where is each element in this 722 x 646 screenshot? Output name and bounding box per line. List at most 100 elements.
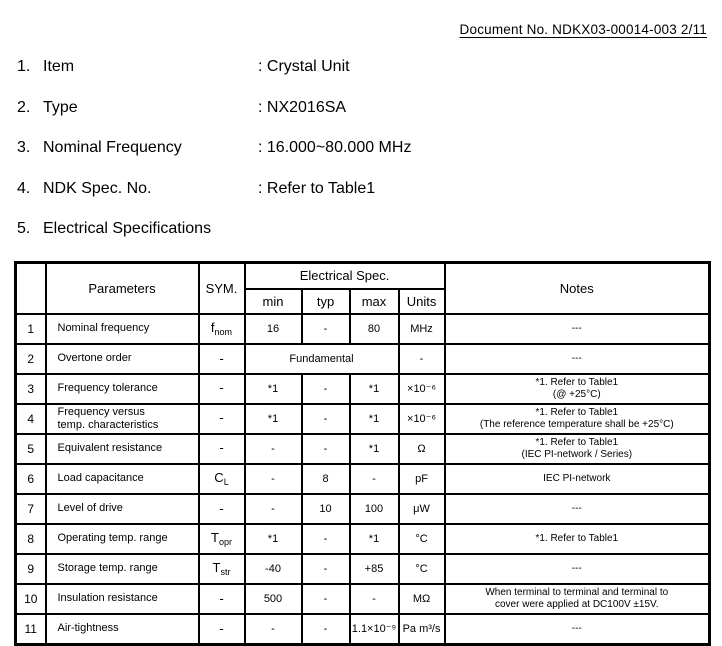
table-row: 2 Overtone order - Fundamental - --- [14,342,711,375]
symbol-cell: Topr [197,522,246,555]
item-label: Item [43,58,75,75]
max-cell: +85 [349,552,400,585]
row-number-cell: 11 [14,612,47,645]
table-row: 11 Air-tightness - - - 1.1×10⁻⁹ Pa m³/s … [14,612,711,645]
notes-cell: *1. Refer to Table1 (@ +25°C) [443,372,711,405]
typ-cell: - [301,612,351,645]
parameter-cell: Frequency tolerance [44,372,200,405]
units-cell: Ω [397,432,446,465]
parameter-cell: Storage temp. range [44,552,200,585]
row-number-cell: 2 [14,342,47,375]
row-number-cell: 3 [14,372,47,405]
parameter-cell: Air-tightness [44,612,200,645]
parameter-cell: Overtone order [44,342,200,375]
item-number: 1. [17,58,31,75]
parameter-cell: Equivalent resistance [44,432,200,465]
table-row: 5 Equivalent resistance - - - *1 Ω *1. R… [14,432,711,465]
typ-cell: 10 [301,492,351,525]
header-min: min [243,288,303,315]
row-number-cell: 8 [14,522,47,555]
min-cell: *1 [243,522,303,555]
parameter-cell: Level of drive [44,492,200,525]
min-cell: 16 [243,312,303,345]
item-row-4: 4. NDK Spec. No. : Refer to Table1 [17,180,722,198]
item-number: 2. [17,98,31,116]
units-cell: ×10⁻⁶ [397,372,446,405]
parameter-cell: Frequency versus temp. characteristics [44,402,200,435]
electrical-spec-table: Parameters SYM. Electrical Spec. Notes m… [14,260,712,646]
symbol-cell: - [197,372,246,405]
fundamental-span-cell: Fundamental [243,342,400,375]
typ-cell: - [301,402,351,435]
symbol-cell: CL [197,462,246,495]
notes-cell: --- [443,492,711,525]
units-cell: - [397,342,446,375]
units-cell: pF [397,462,446,495]
document-number: Document No. NDKX03-00014-003 2/11 [459,22,707,37]
item-row-3: 3. Nominal Frequency : 16.000~80.000 MHz [17,139,722,157]
typ-cell: - [301,522,351,555]
units-cell: μW [397,492,446,525]
symbol-cell: - [197,492,246,525]
row-number-cell: 1 [14,312,47,345]
parameter-cell: Load capacitance [44,462,200,495]
typ-cell: - [301,582,351,615]
item-value: : NX2016SA [258,98,347,116]
units-cell: Pa m³/s [397,612,446,645]
notes-cell: IEC PI-network [443,462,711,495]
notes-cell: *1. Refer to Table1 (The reference temper… [443,402,711,435]
row-number-cell: 9 [14,552,47,585]
max-cell: 80 [349,312,400,345]
row-number-cell: 4 [14,402,47,435]
notes-cell: When terminal to terminal and terminal t… [443,582,711,615]
min-cell: - [243,492,303,525]
header-typ: typ [301,288,351,315]
item-row-5: 5. Electrical Specifications [17,220,722,238]
typ-cell: - [301,372,351,405]
symbol-cell: fnom [197,312,246,345]
units-cell: MΩ [397,582,446,615]
header-row-number [14,261,47,315]
item-row-1: 1. Item : Crystal Unit [17,58,722,76]
header-parameters: Parameters [44,261,200,315]
symbol-cell: Tstr [197,552,246,585]
symbol-cell: - [197,432,246,465]
item-value: : Refer to Table1 [258,179,376,197]
item-number: 3. [17,139,31,156]
min-cell: - [243,612,303,645]
min-cell: *1 [243,402,303,435]
row-number-cell: 10 [14,582,47,615]
typ-cell: 8 [301,462,351,495]
min-cell: - [243,432,303,465]
item-number: 4. [17,179,31,197]
max-cell: *1 [349,432,400,465]
table-row: 4 Frequency versus temp. characteristics … [14,402,711,435]
parameter-cell: Operating temp. range [44,522,200,555]
notes-cell: --- [443,342,711,375]
parameter-cell: Nominal frequency [44,312,200,345]
item-value: : 16.000~80.000 MHz [258,139,412,156]
spec-item-list: 1. Item : Crystal Unit 2. Type : NX2016S… [17,58,722,238]
header-units: Units [397,288,446,315]
header-sym: SYM. [197,261,246,315]
symbol-cell: - [197,582,246,615]
table-row: 7 Level of drive - - 10 100 μW --- [14,492,711,525]
table-row: 3 Frequency tolerance - *1 - *1 ×10⁻⁶ *1… [14,372,711,405]
table-row: 1 Nominal frequency fnom 16 - 80 MHz --- [14,312,711,345]
min-cell: -40 [243,552,303,585]
max-cell: 1.1×10⁻⁹ [349,612,400,645]
header-max: max [349,288,400,315]
item-number: 5. [17,220,31,237]
units-cell: °C [397,552,446,585]
row-number-cell: 6 [14,462,47,495]
units-cell: °C [397,522,446,555]
max-cell: - [349,462,400,495]
max-cell: *1 [349,522,400,555]
notes-cell: *1. Refer to Table1 (IEC PI-network / Ser… [443,432,711,465]
symbol-cell: - [197,612,246,645]
min-cell: 500 [243,582,303,615]
units-cell: ×10⁻⁶ [397,402,446,435]
table-row: 8 Operating temp. range Topr *1 - *1 °C … [14,522,711,555]
row-number-cell: 5 [14,432,47,465]
min-cell: *1 [243,372,303,405]
